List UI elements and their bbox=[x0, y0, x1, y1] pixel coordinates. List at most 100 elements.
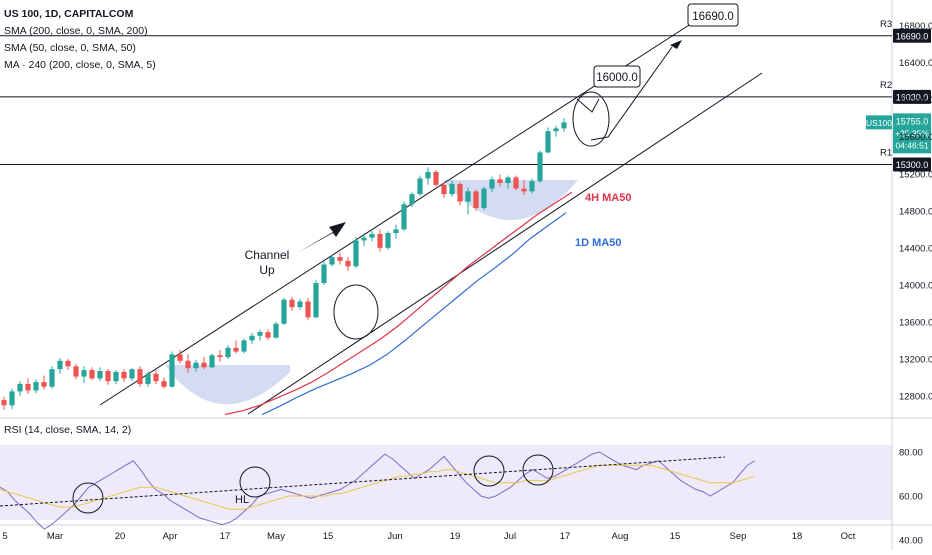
candle-body[interactable] bbox=[553, 128, 559, 132]
rsi-band bbox=[0, 445, 892, 520]
candle-body[interactable] bbox=[33, 382, 39, 391]
candle-body[interactable] bbox=[121, 371, 127, 379]
candle-body[interactable] bbox=[9, 391, 15, 406]
time-tick-label: Apr bbox=[163, 531, 178, 542]
candle-body[interactable] bbox=[433, 171, 439, 185]
candle-body[interactable] bbox=[177, 354, 183, 361]
candle-body[interactable] bbox=[257, 332, 263, 336]
level-badge-r3 bbox=[893, 28, 931, 43]
candle-body[interactable] bbox=[305, 301, 311, 318]
rsi-line[interactable] bbox=[0, 451, 756, 530]
candle-body[interactable] bbox=[265, 332, 271, 338]
candle-body[interactable] bbox=[513, 177, 519, 189]
candle-body[interactable] bbox=[49, 369, 55, 387]
candle-body[interactable] bbox=[41, 382, 47, 387]
candle-body[interactable] bbox=[393, 229, 399, 234]
ma-1d50-line[interactable] bbox=[261, 212, 567, 416]
candle-body[interactable] bbox=[313, 283, 319, 318]
price-tick-label: 16000.0 bbox=[899, 95, 932, 106]
candle-body[interactable] bbox=[473, 191, 479, 209]
legend-sma200[interactable]: SMA (200, close, 0, SMA, 200) bbox=[4, 25, 148, 37]
candle-body[interactable] bbox=[249, 335, 255, 341]
candle-body[interactable] bbox=[81, 370, 87, 377]
candle-body[interactable] bbox=[241, 340, 247, 352]
candle-body[interactable] bbox=[377, 233, 383, 248]
candle-body[interactable] bbox=[1, 400, 7, 406]
candle-body[interactable] bbox=[281, 299, 287, 324]
candle-body[interactable] bbox=[233, 347, 239, 352]
candle-body[interactable] bbox=[529, 181, 535, 192]
candle-body[interactable] bbox=[57, 360, 63, 370]
candle-body[interactable] bbox=[297, 301, 303, 308]
candle-body[interactable] bbox=[505, 177, 511, 184]
price-tick-label: 13600.0 bbox=[899, 317, 932, 328]
price-badge[interactable] bbox=[893, 113, 931, 154]
candle-body[interactable] bbox=[185, 360, 191, 369]
candle-body[interactable] bbox=[137, 369, 143, 384]
legend-rsi[interactable]: RSI (14, close, SMA, 14, 2) bbox=[4, 424, 132, 436]
candle-body[interactable] bbox=[129, 369, 135, 379]
candle-body[interactable] bbox=[337, 257, 343, 261]
candle-body[interactable] bbox=[225, 347, 231, 358]
candle-body[interactable] bbox=[89, 370, 95, 379]
candle-body[interactable] bbox=[369, 233, 375, 238]
time-tick-label: 5 bbox=[2, 531, 7, 542]
candle-body[interactable] bbox=[449, 183, 455, 195]
candle-body[interactable] bbox=[201, 362, 207, 368]
candle-body[interactable] bbox=[193, 362, 199, 369]
candle-body[interactable] bbox=[401, 204, 407, 230]
rsi-trendline[interactable] bbox=[0, 456, 726, 507]
target-2-box[interactable] bbox=[687, 3, 739, 27]
candle-body[interactable] bbox=[457, 183, 463, 202]
candle-body[interactable] bbox=[465, 191, 471, 202]
accumulation-zone-1 bbox=[165, 365, 290, 405]
legend-sma50[interactable]: SMA (50, close, 0, SMA, 50) bbox=[4, 42, 136, 54]
candle-body[interactable] bbox=[361, 237, 367, 241]
candle-body[interactable] bbox=[25, 383, 31, 391]
candle-body[interactable] bbox=[409, 194, 415, 205]
candle-body[interactable] bbox=[537, 152, 543, 182]
target-1-box[interactable] bbox=[593, 65, 641, 88]
candle-body[interactable] bbox=[153, 373, 159, 382]
projection-path bbox=[590, 46, 673, 141]
candle-body[interactable] bbox=[161, 381, 167, 387]
level-badge-label-r1: 15300.0 bbox=[896, 160, 929, 170]
time-tick-label: Oct bbox=[841, 531, 856, 542]
candle-body[interactable] bbox=[481, 188, 487, 209]
candle-body[interactable] bbox=[289, 299, 295, 308]
price-badge-change: +25.35% bbox=[895, 128, 929, 138]
candle-body[interactable] bbox=[521, 188, 527, 192]
ma-4h-label: 4H MA50 bbox=[585, 192, 631, 204]
candle-body[interactable] bbox=[209, 355, 215, 368]
candle-body[interactable] bbox=[329, 257, 335, 265]
candle-body[interactable] bbox=[489, 179, 495, 189]
candle-body[interactable] bbox=[105, 370, 111, 382]
legend-title: US 100, 1D, CAPITALCOM bbox=[4, 8, 134, 20]
candle-body[interactable] bbox=[65, 360, 71, 367]
candle-body[interactable] bbox=[497, 179, 503, 184]
candle-body[interactable] bbox=[217, 355, 223, 358]
candle-body[interactable] bbox=[321, 264, 327, 284]
rsi-ma-line[interactable] bbox=[0, 464, 755, 510]
candle-body[interactable] bbox=[145, 373, 151, 384]
target-2-label: 16690.0 bbox=[692, 11, 734, 23]
candle-body[interactable] bbox=[113, 371, 119, 382]
candle-body[interactable] bbox=[441, 184, 447, 195]
candle-body[interactable] bbox=[169, 354, 175, 387]
price-tick-label: 14000.0 bbox=[899, 280, 932, 291]
ma-4h50-line[interactable] bbox=[224, 191, 573, 416]
channel-lower-line[interactable] bbox=[247, 72, 763, 415]
candle-body[interactable] bbox=[97, 370, 103, 379]
candle-body[interactable] bbox=[561, 122, 567, 129]
legend-ma240[interactable]: MA · 240 (200, close, 0, SMA, 5) bbox=[4, 59, 156, 71]
candle-body[interactable] bbox=[545, 131, 551, 153]
candle-body[interactable] bbox=[353, 240, 359, 267]
candle-body[interactable] bbox=[417, 178, 423, 195]
candle-body[interactable] bbox=[73, 366, 79, 377]
candle-body[interactable] bbox=[345, 260, 351, 267]
candle-body[interactable] bbox=[273, 323, 279, 338]
candle-body[interactable] bbox=[425, 171, 431, 179]
candle-body[interactable] bbox=[385, 233, 391, 248]
candle-body[interactable] bbox=[17, 383, 23, 392]
